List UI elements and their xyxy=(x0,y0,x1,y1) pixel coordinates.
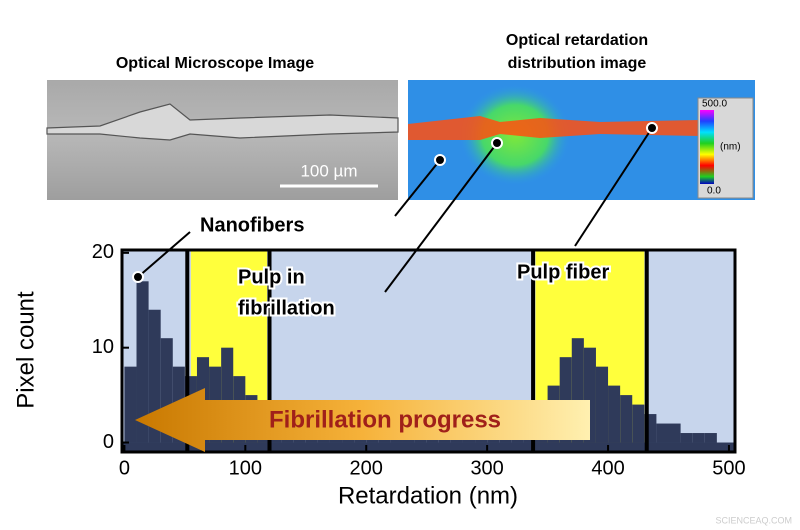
bar xyxy=(692,433,705,443)
x-tick-label: 200 xyxy=(350,457,383,479)
annotation: Pulp in xyxy=(238,266,305,288)
bar xyxy=(595,366,609,443)
frame xyxy=(120,248,737,454)
bar xyxy=(148,309,161,443)
x-tick-label: 500 xyxy=(712,457,745,479)
image-title: distribution image xyxy=(508,55,647,72)
bar xyxy=(136,281,149,443)
image-title: Optical retardation xyxy=(506,32,648,49)
x-tick-label: 0 xyxy=(119,457,130,479)
image-title: Optical Microscope Image xyxy=(116,55,314,72)
annotation: Nanofibers xyxy=(200,214,304,236)
y-tick-label: 0 xyxy=(103,431,114,453)
red-fiber xyxy=(408,116,700,140)
colorbar-label: 0.0 xyxy=(707,186,721,197)
arrow-label: Fibrillation progress xyxy=(269,406,501,433)
annotation: fibrillation xyxy=(238,297,335,319)
microscope-image xyxy=(47,80,398,200)
x-tick-label: 100 xyxy=(229,457,262,479)
colorbar-label: 500.0 xyxy=(702,99,727,110)
bar xyxy=(668,423,681,443)
watermark: SCIENCEAQ.COM xyxy=(715,515,792,525)
x-tick-label: 300 xyxy=(470,457,503,479)
colorbar xyxy=(700,110,714,184)
bar xyxy=(632,404,645,443)
y-axis-label: Pixel count xyxy=(12,291,39,409)
bar xyxy=(620,395,633,443)
x-axis-label: Retardation (nm) xyxy=(338,482,518,509)
bar xyxy=(680,433,693,443)
bar xyxy=(656,423,669,443)
scale-label: 100 µm xyxy=(300,161,357,180)
bar xyxy=(608,385,621,443)
fiber xyxy=(46,103,399,141)
leaders xyxy=(137,127,653,293)
y-tick-label: 10 xyxy=(92,336,114,358)
baseline-fill xyxy=(122,442,735,452)
colorbar-label: (nm) xyxy=(720,142,741,153)
annotation: Pulp fiber xyxy=(517,261,609,283)
bar xyxy=(704,433,717,443)
leader-dots xyxy=(132,122,658,283)
progress-arrow xyxy=(135,388,590,452)
y-tick-label: 20 xyxy=(92,241,114,263)
x-tick-label: 400 xyxy=(591,457,624,479)
bar xyxy=(124,366,137,443)
